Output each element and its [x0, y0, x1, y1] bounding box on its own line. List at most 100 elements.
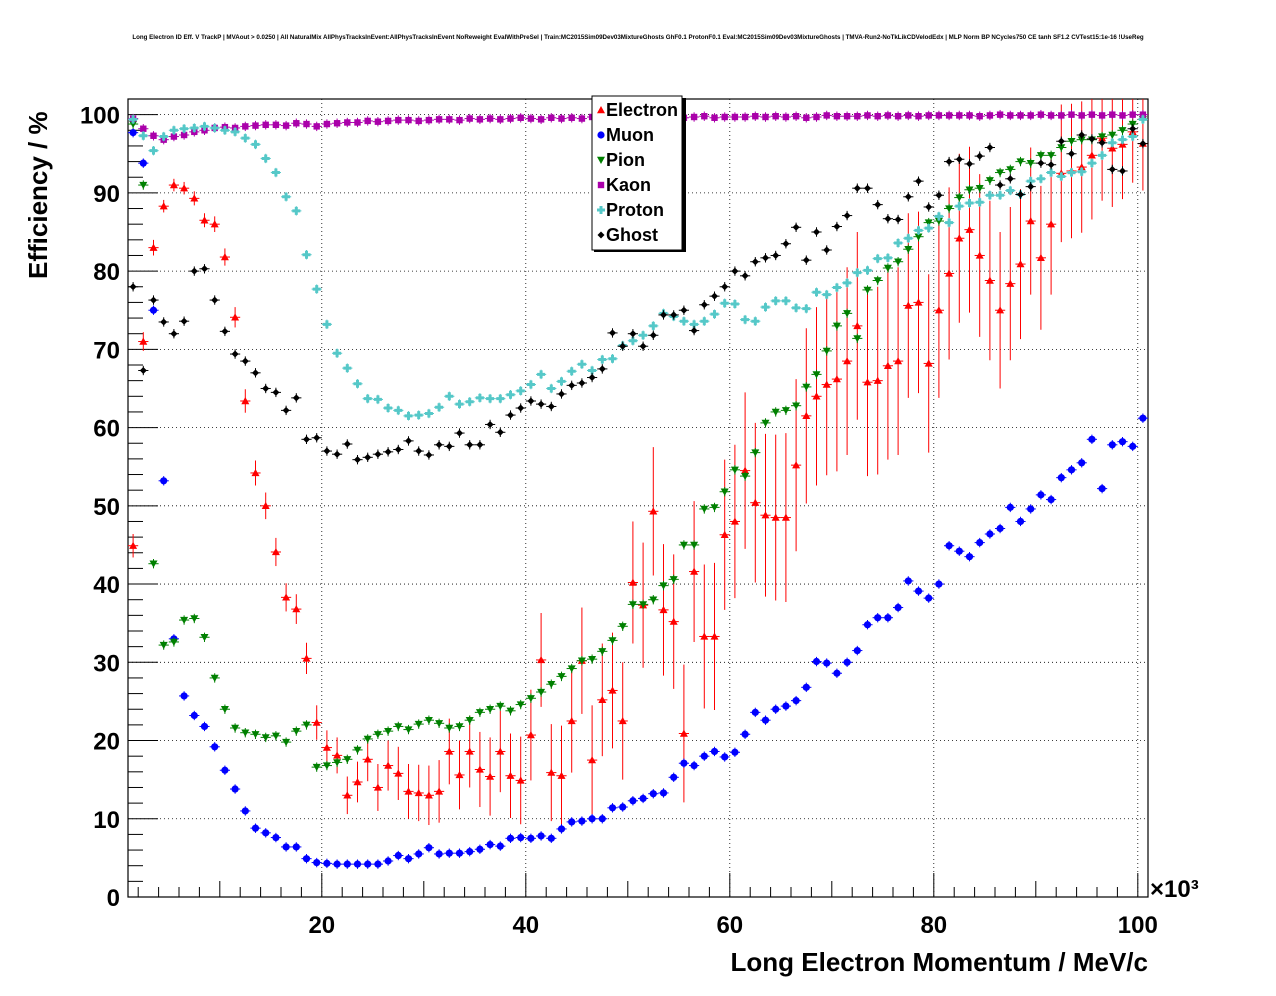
- data-point: [333, 759, 342, 767]
- data-point: [751, 317, 760, 326]
- data-point: [700, 317, 709, 326]
- data-point: [822, 290, 831, 299]
- data-point: [670, 311, 678, 319]
- data-point: [618, 623, 627, 631]
- legend-label-ghost: Ghost: [606, 225, 658, 245]
- data-point: [649, 596, 658, 604]
- data-point: [1037, 491, 1045, 499]
- data-point: [955, 155, 963, 163]
- data-point: [1006, 186, 1015, 195]
- data-point: [1108, 144, 1117, 152]
- data-point: [537, 655, 546, 664]
- data-point: [445, 442, 453, 450]
- data-point: [914, 298, 923, 306]
- data-point: [1068, 150, 1075, 158]
- data-point: [527, 397, 535, 405]
- data-point: [864, 184, 871, 192]
- data-point: [343, 860, 351, 868]
- data-point: [812, 371, 821, 379]
- data-point: [1057, 137, 1065, 145]
- data-point: [568, 114, 575, 121]
- data-point: [588, 756, 597, 764]
- data-point: [1026, 177, 1035, 186]
- data-point: [803, 114, 810, 121]
- grid-lines: [128, 99, 1148, 897]
- data-point: [1047, 220, 1056, 228]
- data-point: [139, 181, 148, 190]
- data-point: [322, 320, 331, 329]
- data-point: [516, 776, 525, 784]
- data-point: [843, 113, 851, 120]
- data-point: [1027, 505, 1035, 513]
- data-point: [140, 125, 147, 132]
- data-point: [731, 267, 739, 275]
- data-point: [456, 429, 463, 437]
- data-point: [190, 267, 198, 275]
- data-point: [679, 317, 688, 326]
- data-point: [701, 113, 708, 120]
- y-tick-label: 60: [93, 416, 120, 443]
- legend-marker-ghost: [597, 231, 605, 239]
- data-point: [720, 530, 729, 538]
- data-point: [945, 112, 953, 119]
- data-point: [1016, 158, 1025, 166]
- data-point: [465, 747, 474, 755]
- data-point: [486, 840, 494, 849]
- data-point: [282, 593, 291, 601]
- data-point: [384, 404, 393, 413]
- data-point: [445, 849, 453, 857]
- data-point: [915, 113, 922, 120]
- data-point: [588, 815, 596, 823]
- data-point: [843, 212, 851, 220]
- data-point: [363, 394, 372, 403]
- data-point: [710, 310, 719, 319]
- data-point: [598, 365, 606, 373]
- data-point: [139, 366, 147, 374]
- data-point: [364, 117, 371, 125]
- data-point: [1088, 435, 1096, 443]
- data-point: [292, 727, 301, 736]
- data-point: [160, 318, 168, 326]
- data-point: [1016, 517, 1025, 526]
- data-point: [1058, 112, 1065, 119]
- data-point: [210, 220, 219, 228]
- legend-marker-kaon: [597, 181, 605, 189]
- data-point: [1118, 127, 1127, 135]
- data-point: [659, 605, 668, 614]
- data-point: [516, 701, 525, 709]
- data-point: [955, 202, 964, 211]
- data-point: [985, 177, 994, 185]
- data-point: [180, 616, 189, 625]
- data-point: [1006, 279, 1015, 287]
- data-point: [659, 789, 668, 797]
- data-point: [292, 206, 301, 215]
- data-point: [680, 759, 688, 767]
- data-point: [1057, 172, 1066, 181]
- data-point: [557, 673, 566, 681]
- data-point: [741, 315, 750, 324]
- data-point: [333, 349, 342, 358]
- data-point: [231, 350, 239, 358]
- data-point: [139, 337, 148, 345]
- data-point: [996, 306, 1005, 314]
- data-point: [475, 765, 484, 773]
- data-point: [883, 264, 892, 272]
- data-point: [211, 296, 219, 304]
- data-point: [1017, 112, 1024, 119]
- data-point: [853, 268, 862, 277]
- data-point: [884, 215, 892, 223]
- data-point: [904, 246, 913, 254]
- data-point: [252, 369, 259, 377]
- data-point: [507, 411, 514, 419]
- data-point: [558, 115, 565, 122]
- data-point: [690, 541, 699, 549]
- data-point: [996, 191, 1005, 200]
- data-point: [639, 342, 647, 350]
- data-point: [506, 771, 515, 779]
- data-point: [966, 160, 973, 168]
- data-point: [812, 657, 821, 666]
- data-point: [956, 112, 963, 119]
- data-point: [883, 253, 892, 262]
- data-point: [303, 120, 310, 128]
- data-point: [588, 374, 596, 382]
